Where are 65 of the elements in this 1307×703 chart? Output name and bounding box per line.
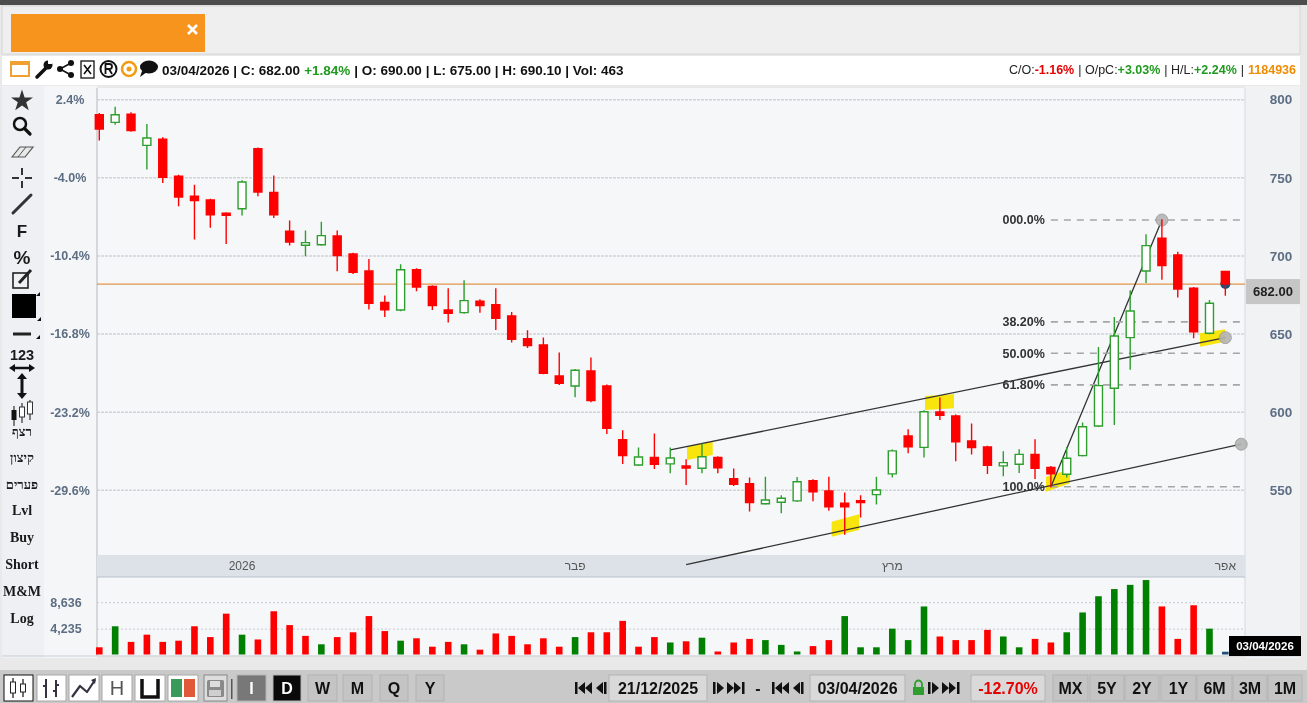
ref-line-label: 682.00 [1253, 284, 1293, 300]
series-label: 38.20% [1002, 315, 1045, 330]
y2-tick-label: -4.0% [53, 171, 87, 186]
x-tick-label: 2026 [228, 559, 256, 574]
text: - [755, 679, 761, 697]
text: 1M [1273, 679, 1297, 697]
text: Lvl [11, 502, 33, 518]
text: +1.84% [304, 62, 351, 78]
text: +3.03% [1117, 63, 1161, 78]
text: I [249, 679, 254, 697]
text: | [1240, 63, 1245, 78]
y-tick-label: 800 [1269, 92, 1293, 108]
y-tick-label: 600 [1269, 404, 1293, 420]
text: | H/L: [1164, 63, 1195, 78]
text: Short [5, 556, 40, 572]
text: 21/12/2025 [617, 679, 699, 697]
text: MX [1058, 679, 1083, 697]
text: פערים [5, 476, 39, 492]
text: 1Y [1168, 679, 1189, 697]
y2-tick-label: -16.8% [50, 327, 90, 342]
y2-tick-label: -10.4% [50, 249, 90, 264]
x-tick-label: פבר [564, 559, 586, 574]
series-label: 100.0% [1002, 480, 1045, 495]
text: % [13, 246, 31, 268]
text: קיצון [10, 449, 34, 465]
text: 2Y [1132, 679, 1153, 697]
series-label: 50.00% [1002, 346, 1045, 361]
series-label: 000.0% [1002, 213, 1045, 228]
text: Log [10, 610, 34, 626]
text: | O/pC: [1078, 63, 1118, 78]
text: M&M [2, 583, 42, 599]
y-tick-label: 650 [1269, 326, 1293, 342]
y2-tick-label: -23.2% [50, 405, 90, 420]
text: רצף [12, 423, 32, 439]
x-tick-label: מרץ [881, 559, 903, 574]
text: Buy [9, 529, 35, 545]
text: D [281, 679, 293, 697]
y-tick-label: 750 [1269, 170, 1293, 186]
y-tick-label: 8,636 [50, 596, 82, 611]
text: 1184936 [1248, 63, 1297, 78]
text: 123 [9, 347, 35, 364]
text: 03/04/2026 [817, 679, 898, 697]
text: 5Y [1097, 679, 1118, 697]
text: +2.24% [1194, 63, 1237, 78]
x-tick-label: אפר [1214, 559, 1237, 574]
text: -1.16% [1034, 63, 1075, 78]
y-tick-label: 550 [1269, 483, 1293, 499]
text: H [109, 677, 125, 699]
series-label: 61.80% [1002, 378, 1045, 393]
y2-tick-label: -29.6% [50, 483, 90, 498]
y-tick-label: 4,235 [50, 622, 82, 637]
text: M [350, 679, 365, 697]
text: F [16, 221, 28, 241]
annotation: 03/04/2026 [1236, 640, 1294, 653]
text: Q [387, 679, 401, 697]
y2-tick-label: 2.4% [55, 93, 85, 108]
text: C/O: [1008, 63, 1035, 78]
text: 3M [1238, 679, 1262, 697]
text: W [314, 679, 331, 697]
text: -12.70% [978, 679, 1038, 697]
text: 6M [1203, 679, 1226, 697]
text: Y [424, 679, 436, 697]
text: | O: 690.00 | L: 675.00 | H: 690.10 | Vol: 463 [354, 62, 625, 78]
text: 03/04/2026 | C: 682.00 [162, 62, 301, 78]
y-tick-label: 700 [1269, 248, 1293, 264]
